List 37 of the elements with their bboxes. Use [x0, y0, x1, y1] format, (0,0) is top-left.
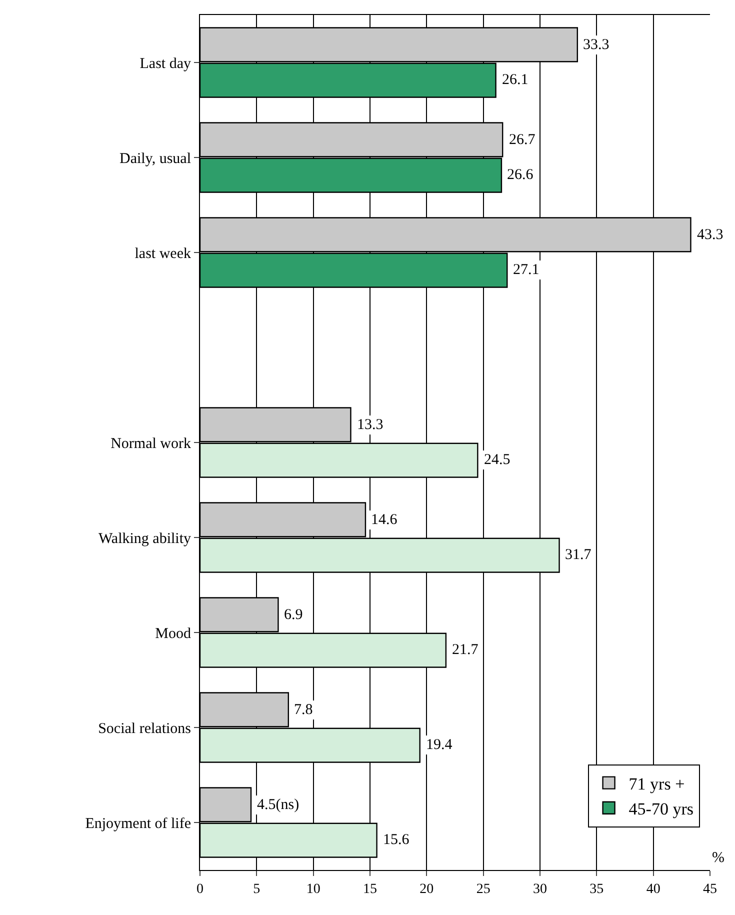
y-tick-label: Daily, usual — [119, 150, 191, 167]
data-label: 21.7 — [452, 642, 479, 658]
data-label: 19.4 — [426, 737, 453, 753]
x-axis-title: % — [712, 850, 724, 866]
data-label: 43.3 — [697, 227, 724, 243]
x-tick-label: 10 — [306, 882, 320, 897]
data-label: 31.7 — [565, 547, 592, 563]
x-tick-label: 0 — [196, 882, 204, 897]
data-label: 27.1 — [513, 262, 540, 278]
x-tick-label: 5 — [253, 882, 260, 897]
x-tick-label: 45 — [703, 882, 717, 897]
data-label: 6.9 — [284, 607, 303, 623]
y-tick-label: Last day — [140, 56, 192, 72]
data-label: 15.6 — [383, 832, 410, 848]
data-label: 26.1 — [502, 72, 528, 88]
x-tick-label: 25 — [476, 882, 490, 897]
y-tick-label: Enjoyment of life — [85, 816, 192, 832]
y-tick-label: Walking ability — [98, 530, 192, 547]
legend-label: 45-70 yrs — [628, 800, 694, 819]
y-tick-label: Social relations — [98, 720, 192, 737]
y-tick-label: Normal work — [110, 436, 192, 452]
x-tick-label: 35 — [590, 882, 604, 897]
y-tick-label: last week — [134, 246, 192, 262]
data-label: 24.5 — [484, 452, 510, 468]
legend-label: 71 yrs + — [628, 774, 685, 794]
x-tick-label: 40 — [646, 882, 660, 897]
data-label: 33.3 — [583, 37, 610, 53]
data-label: 7.8 — [294, 702, 313, 718]
x-tick-label: 15 — [363, 882, 377, 897]
data-label: 4.5(ns) — [257, 797, 300, 813]
data-label: 14.6 — [371, 512, 398, 528]
x-tick-label: 20 — [420, 882, 434, 897]
y-tick-label: Mood — [155, 626, 192, 642]
data-label: 13.3 — [357, 417, 384, 433]
data-label: 26.6 — [507, 167, 534, 183]
x-tick-label: 30 — [533, 882, 547, 897]
data-label: 26.7 — [509, 132, 536, 148]
